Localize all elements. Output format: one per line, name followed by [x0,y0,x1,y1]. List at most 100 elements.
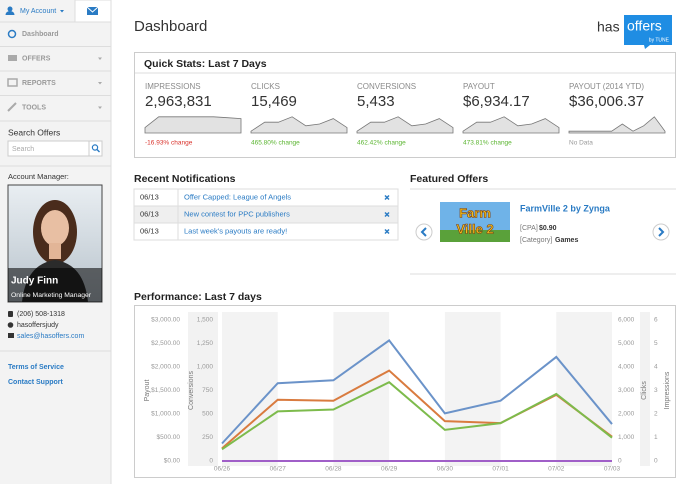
phone: (206) 508-1318 [17,311,65,318]
chat-icon [7,322,14,328]
nav-icon [7,102,17,112]
name-band [8,268,102,302]
price: $0.90 [539,225,557,232]
stat-label: IMPRESSIONS [145,82,201,91]
y-tick-label: 750 [202,387,213,394]
offer-name[interactable]: FarmVille 2 by Zynga [520,203,611,213]
account-menu[interactable]: My Account [20,8,56,15]
support-link[interactable]: Contact Support [8,379,63,386]
photo-face [41,210,69,246]
price-tag: [CPA] [520,225,538,232]
dismiss[interactable] [384,211,390,218]
y-tick-label: 250 [202,434,213,441]
offer-image-text: Ville 2 [456,221,493,236]
y-tick-label: $500.00 [157,434,181,441]
offer-image-text: Farm [459,205,491,220]
nav-item[interactable]: OFFERS [22,55,51,62]
series-line [221,381,613,451]
search-icon [96,149,100,153]
user-icon-body [5,11,15,15]
nav-item[interactable]: TOOLS [22,104,46,111]
x-tick-label: 06/26 [214,466,231,473]
nav-caret [98,82,102,85]
manager-role: Online Marketing Manager [11,292,92,299]
mail-icon [87,7,98,15]
y-tick-label: 1,000 [618,434,635,441]
axis-title: Impressions [664,371,671,409]
x-tick-label: 06/27 [270,466,287,473]
notification-date: 06/13 [140,226,159,235]
y-tick-label: 6,000 [618,317,635,324]
y-tick-label: 3,000 [618,387,635,394]
stat-value: 15,469 [251,93,297,110]
column-band [333,312,390,466]
nav-item[interactable]: Dashboard [22,31,59,38]
series-line [221,339,613,445]
notification-text[interactable]: Offer Capped: League of Angels [184,192,291,201]
x-tick-label: 07/01 [492,466,509,473]
nav-icon [7,29,17,39]
stat-label: CONVERSIONS [357,82,416,91]
y-tick-label: 0 [618,458,622,465]
notifications: 06/13 Offer Capped: League of Angels 06/13… [133,188,399,241]
y-tick-label: 4 [654,364,658,371]
stats: IMPRESSIONS 2,963,831 -16.93% change CLICKS… [144,82,666,147]
x-tick-label: 06/29 [381,466,398,473]
stat-change: 462.42% change [357,140,406,147]
search-placeholder: Search [12,146,34,153]
nav-caret [98,106,102,109]
y-tick-label: $1,000.00 [151,411,180,418]
mail-small-icon [8,333,14,338]
y-tick-label: $0.00 [164,458,181,465]
x-tick-label: 06/28 [325,466,342,473]
next-arrow [658,227,665,237]
sparkline [356,116,454,134]
stat-change: No Data [569,140,593,147]
prev-button[interactable] [415,223,433,241]
stat-change: -16.93% change [145,140,193,147]
user-icon [7,6,13,12]
y-tick-label: 1,500 [197,317,214,324]
nav-item[interactable]: REPORTS [22,80,56,87]
y-tick-label: 2 [654,411,658,418]
terms-link[interactable]: Terms of Service [8,364,64,371]
notification-text[interactable]: New contest for PPC publishers [184,209,290,218]
logo-has: has [597,19,620,35]
stat-label: CLICKS [251,82,280,91]
y-tick-label: 5,000 [618,340,635,347]
skype: hasoffersjudy [17,322,59,329]
nav-icon [7,78,18,87]
nav: Dashboard OFFERS REPORTS TOOLS [0,29,111,122]
dismiss[interactable] [384,228,390,235]
x-tick-label: 07/02 [548,466,565,473]
search-icon [91,144,99,151]
axis-title: Clicks [641,381,648,400]
axis-title: Payout [144,380,151,402]
page-title: Dashboard [134,18,207,35]
logo-box [624,15,672,49]
search-label: Search Offers [8,127,60,137]
notification-row [133,222,399,241]
featured-title: Featured Offers [410,173,488,185]
notifications-title: Recent Notifications [134,173,236,185]
dismiss[interactable] [384,194,390,201]
stat-value: 2,963,831 [145,93,212,110]
x-tick-label: 07/03 [604,466,621,473]
stat-value: $6,934.17 [463,93,530,110]
sparkline [462,116,560,134]
search-button[interactable] [88,140,103,157]
sparkline [568,116,666,134]
axis-band [640,312,650,466]
y-tick-label: 1,000 [197,364,214,371]
y-tick-label: 0 [654,458,658,465]
next-button[interactable] [652,223,670,241]
stat-label: PAYOUT (2014 YTD) [569,82,644,91]
mail-icon-flap [86,6,99,13]
y-tick-label: $1,500.00 [151,387,180,394]
stat-value: $36,006.37 [569,93,644,110]
notification-text[interactable]: Last week's payouts are ready! [184,226,287,235]
sparkline [144,116,242,134]
email[interactable]: sales@hasoffers.com [17,333,84,340]
x-tick-label: 06/30 [437,466,454,473]
